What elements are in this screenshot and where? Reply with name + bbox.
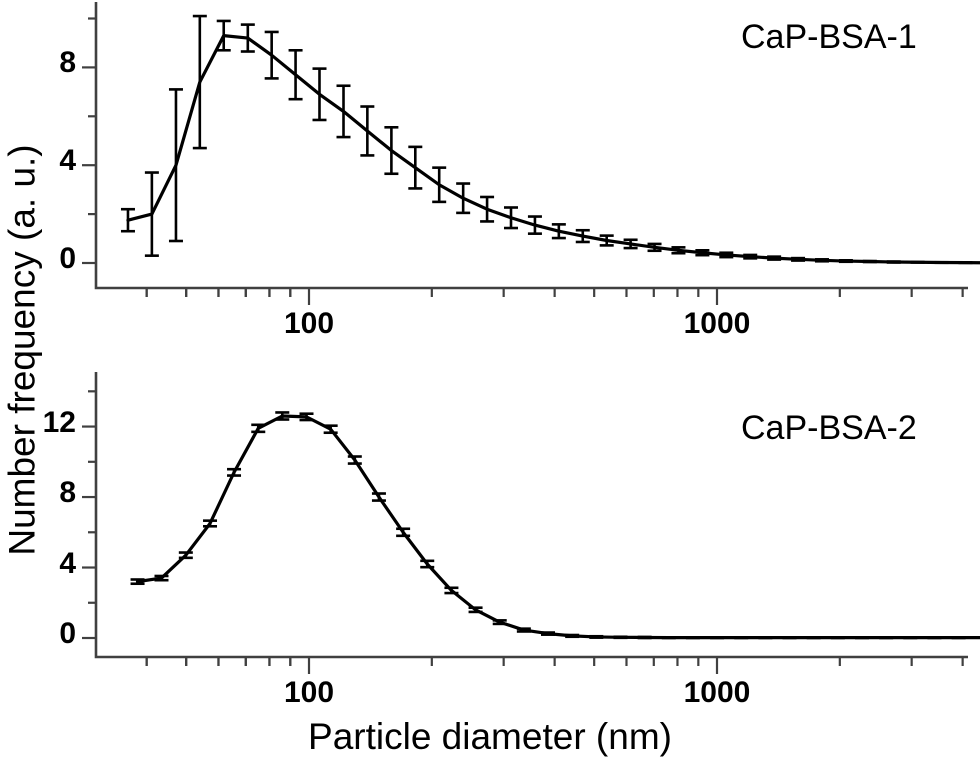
error-bar <box>240 23 255 53</box>
error-bar <box>264 30 279 80</box>
error-bar <box>444 586 459 595</box>
error-bar <box>154 574 169 582</box>
error-bar <box>830 635 845 640</box>
panel-label-cap-bsa-2: CaP-BSA-2 <box>741 409 917 447</box>
error-bar <box>216 19 231 52</box>
error-bar <box>951 635 966 640</box>
x-tick-label-1000: 1000 <box>683 676 751 709</box>
error-bar <box>862 259 877 264</box>
error-bar <box>623 238 638 250</box>
error-bar <box>420 559 435 569</box>
error-bar <box>130 578 145 586</box>
panel-2 <box>82 372 980 674</box>
error-bar <box>371 492 386 502</box>
error-bar <box>927 635 942 640</box>
error-bar <box>758 635 773 640</box>
error-bar <box>312 67 327 122</box>
panel-label-cap-bsa-1: CaP-BSA-1 <box>741 18 917 56</box>
error-bar <box>575 228 590 244</box>
error-bar <box>661 635 676 640</box>
error-bar <box>516 627 531 633</box>
error-bar <box>468 606 483 614</box>
error-bar <box>685 635 700 640</box>
data-curve <box>126 34 980 265</box>
x-tick-label-100: 100 <box>283 676 335 709</box>
error-bar <box>879 635 894 640</box>
error-bar <box>347 455 362 465</box>
error-bar <box>288 48 303 101</box>
error-bar <box>695 248 710 257</box>
error-bar <box>480 195 495 223</box>
error-bar <box>791 256 806 262</box>
error-bar <box>903 635 918 640</box>
y-tick-label-8: 8 <box>59 46 76 80</box>
error-bar <box>886 260 901 264</box>
error-bar <box>710 635 725 640</box>
y-tick-label-4: 4 <box>59 144 76 178</box>
y-tick-label-4: 4 <box>59 546 76 580</box>
x-tick-label-100: 100 <box>283 307 335 340</box>
error-bar <box>360 105 375 157</box>
error-bar <box>613 635 628 640</box>
x-tick-label-1000: 1000 <box>683 307 751 340</box>
error-bar <box>854 635 869 640</box>
x-axis-title: Particle diameter (nm) <box>308 716 672 757</box>
error-bar <box>551 223 566 240</box>
error-bar <box>782 635 797 640</box>
error-bar <box>275 411 290 421</box>
error-bar <box>767 255 782 261</box>
error-bar <box>203 519 218 528</box>
error-bar <box>251 423 266 434</box>
error-bar <box>527 215 542 235</box>
error-bar <box>589 634 604 639</box>
error-bar <box>814 258 829 263</box>
error-bar <box>192 14 207 150</box>
error-bar <box>384 126 399 176</box>
y-tick-label-0: 0 <box>59 617 76 650</box>
error-bar <box>541 631 556 636</box>
error-bar <box>144 171 159 257</box>
y-tick-label-0: 0 <box>59 242 76 275</box>
error-bar <box>838 259 853 264</box>
error-bar <box>647 242 662 253</box>
error-bar <box>671 246 686 255</box>
error-bar <box>492 619 507 626</box>
error-bar <box>227 467 242 477</box>
error-bar <box>719 251 734 259</box>
panel-1 <box>82 2 980 305</box>
error-bar <box>178 551 193 560</box>
error-bar <box>323 424 338 435</box>
error-bar <box>504 206 519 230</box>
error-bar <box>396 527 411 538</box>
data-curve <box>135 414 980 640</box>
error-bar <box>806 635 821 640</box>
error-bar <box>734 635 749 640</box>
error-bar <box>432 166 447 204</box>
y-tick-label-12: 12 <box>42 405 76 439</box>
error-bar <box>299 412 314 422</box>
error-bar <box>456 182 471 215</box>
error-bar <box>168 88 183 243</box>
error-bar <box>120 207 135 233</box>
error-bar <box>599 234 614 247</box>
y-tick-label-8: 8 <box>59 476 76 510</box>
error-bar <box>565 633 580 639</box>
error-bar <box>336 84 351 139</box>
error-bar <box>637 635 652 640</box>
error-bar <box>408 145 423 190</box>
error-bar <box>743 253 758 260</box>
